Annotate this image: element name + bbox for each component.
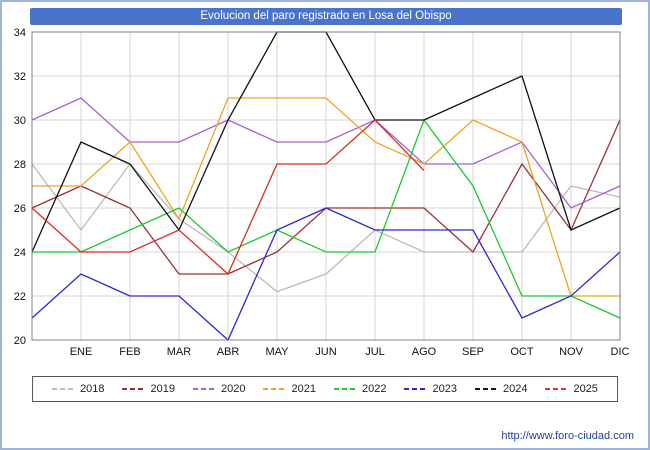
legend-swatch-2024 bbox=[474, 388, 497, 390]
x-axis-label: ENE bbox=[70, 346, 93, 358]
legend-label: 2021 bbox=[291, 383, 316, 395]
legend-label: 2019 bbox=[150, 383, 176, 395]
legend-swatch-2019 bbox=[122, 388, 145, 390]
grid-lines bbox=[32, 31, 621, 341]
y-axis-label: 24 bbox=[14, 247, 26, 259]
y-axis-label: 34 bbox=[14, 27, 26, 39]
chart-title: Evolucion del paro registrado en Losa de… bbox=[200, 10, 452, 22]
chart-title-bar: Evolucion del paro registrado en Losa de… bbox=[30, 8, 622, 25]
legend-swatch-2022 bbox=[334, 388, 356, 390]
footer: http://www.foro-ciudad.com bbox=[501, 430, 634, 442]
legend-item-2025: 2025 bbox=[545, 383, 598, 395]
legend-swatch-2020 bbox=[193, 388, 216, 390]
y-axis-label: 30 bbox=[14, 115, 26, 127]
x-axis-label: NOV bbox=[559, 346, 584, 358]
legend-item-2022: 2022 bbox=[334, 383, 386, 395]
legend-swatch-2023 bbox=[404, 388, 427, 390]
legend-swatch-2025 bbox=[545, 388, 568, 390]
legend-item-2023: 2023 bbox=[404, 383, 457, 395]
plot-border bbox=[31, 31, 621, 341]
y-axis-label: 32 bbox=[14, 71, 26, 83]
x-axis-label: MAR bbox=[167, 346, 192, 358]
legend-label: 2023 bbox=[432, 383, 457, 395]
legend-swatch-2021 bbox=[263, 388, 286, 390]
legend-label: 2020 bbox=[221, 383, 246, 395]
x-axis-label: JUL bbox=[365, 346, 385, 358]
legend-item-2019: 2019 bbox=[122, 383, 176, 395]
legend-item-2020: 2020 bbox=[193, 383, 246, 395]
x-axis-label: ABR bbox=[217, 346, 240, 358]
x-axis-label: JUN bbox=[315, 346, 336, 358]
x-axis-label: MAY bbox=[265, 346, 289, 358]
chart-legend: 2018 2019 2020 2021 2022 2023 2024 2025 bbox=[32, 376, 618, 402]
x-axis-label: OCT bbox=[510, 346, 534, 358]
legend-label: 2024 bbox=[502, 383, 528, 395]
legend-label: 2022 bbox=[362, 383, 387, 395]
x-axis-label: FEB bbox=[119, 346, 140, 358]
y-axis-label: 26 bbox=[14, 203, 26, 215]
y-axis-label: 20 bbox=[14, 335, 26, 347]
x-axis-label: AGO bbox=[412, 346, 437, 358]
legend-swatch-2018 bbox=[52, 388, 75, 390]
axis-labels: 20 22 24 26 28 30 32 34 ENE FEB MAR ABR MAY JUN JUL AGO… bbox=[14, 27, 630, 358]
x-axis-label: DIC bbox=[611, 346, 630, 358]
series-line-2025 bbox=[31, 119, 425, 276]
series-line-2021 bbox=[32, 97, 620, 297]
series-line-2022 bbox=[32, 118, 621, 319]
y-axis-label: 28 bbox=[14, 159, 26, 171]
legend-label: 2018 bbox=[80, 383, 105, 395]
x-axis-label: SEP bbox=[462, 346, 484, 358]
legend-item-2021: 2021 bbox=[263, 383, 316, 395]
footer-url-link[interactable]: http://www.foro-ciudad.com bbox=[501, 430, 634, 442]
legend-item-2018: 2018 bbox=[52, 383, 105, 395]
legend-item-2024: 2024 bbox=[474, 383, 528, 395]
legend-label: 2025 bbox=[573, 383, 598, 395]
series-line-2023 bbox=[31, 207, 621, 342]
y-axis-label: 22 bbox=[14, 291, 26, 303]
